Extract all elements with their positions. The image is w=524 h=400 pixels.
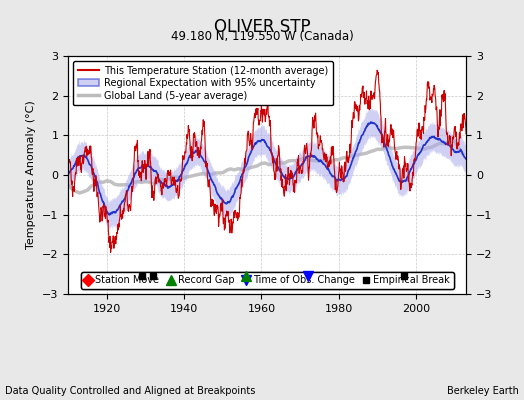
Legend: Station Move, Record Gap, Time of Obs. Change, Empirical Break: Station Move, Record Gap, Time of Obs. C…: [81, 272, 454, 289]
Text: Berkeley Earth: Berkeley Earth: [447, 386, 519, 396]
Text: Data Quality Controlled and Aligned at Breakpoints: Data Quality Controlled and Aligned at B…: [5, 386, 256, 396]
Text: OLIVER STP: OLIVER STP: [214, 18, 310, 36]
Y-axis label: Temperature Anomaly (°C): Temperature Anomaly (°C): [26, 101, 36, 249]
Text: 49.180 N, 119.550 W (Canada): 49.180 N, 119.550 W (Canada): [171, 30, 353, 43]
